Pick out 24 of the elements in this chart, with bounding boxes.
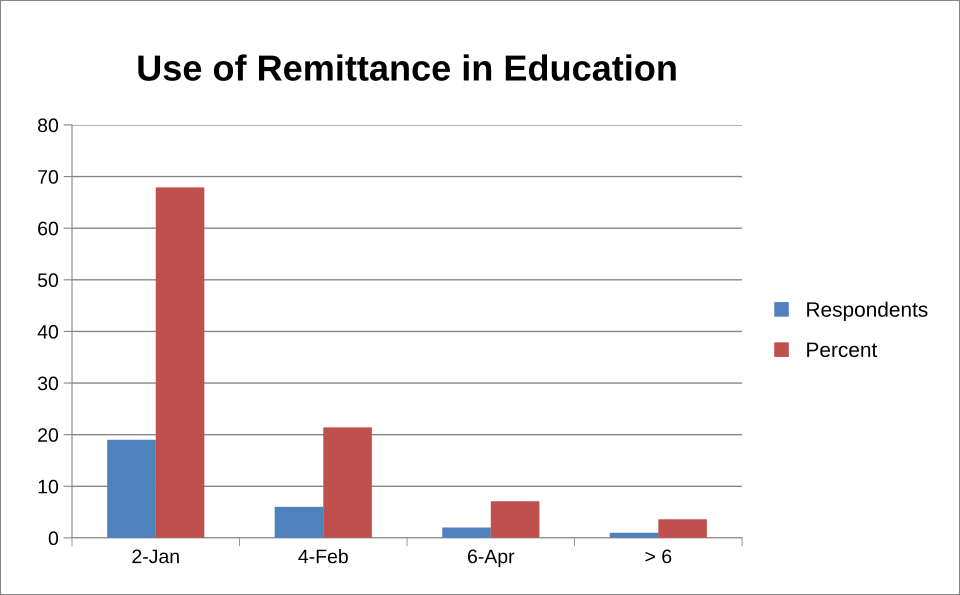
legend-label: Respondents <box>807 302 928 321</box>
y-tick-label: 50 <box>38 273 58 288</box>
bar <box>156 187 204 538</box>
bar <box>323 427 372 538</box>
y-tick-label: 20 <box>38 428 58 442</box>
y-tick-label: 40 <box>38 324 58 339</box>
legend-label: Percent <box>807 342 878 358</box>
y-tick-label: 10 <box>38 480 58 494</box>
x-tick-label: 4-Feb <box>298 548 348 564</box>
bar <box>107 440 156 538</box>
bar <box>610 532 658 538</box>
bar <box>658 519 707 538</box>
x-tick-label: > 6 <box>645 550 672 564</box>
x-tick-label: 6-Apr <box>468 550 514 568</box>
y-tick-label: 30 <box>38 376 58 390</box>
bar <box>490 501 540 538</box>
bar <box>274 506 324 538</box>
y-tick-label: 0 <box>48 531 58 546</box>
y-tick-label: 80 <box>38 118 58 132</box>
bar <box>442 528 491 538</box>
x-tick-label: 2-Jan <box>132 550 179 564</box>
y-tick-label: 70 <box>38 170 58 184</box>
chart-title: Use of Remittance in Education <box>138 54 676 81</box>
y-tick-label: 60 <box>38 222 58 236</box>
